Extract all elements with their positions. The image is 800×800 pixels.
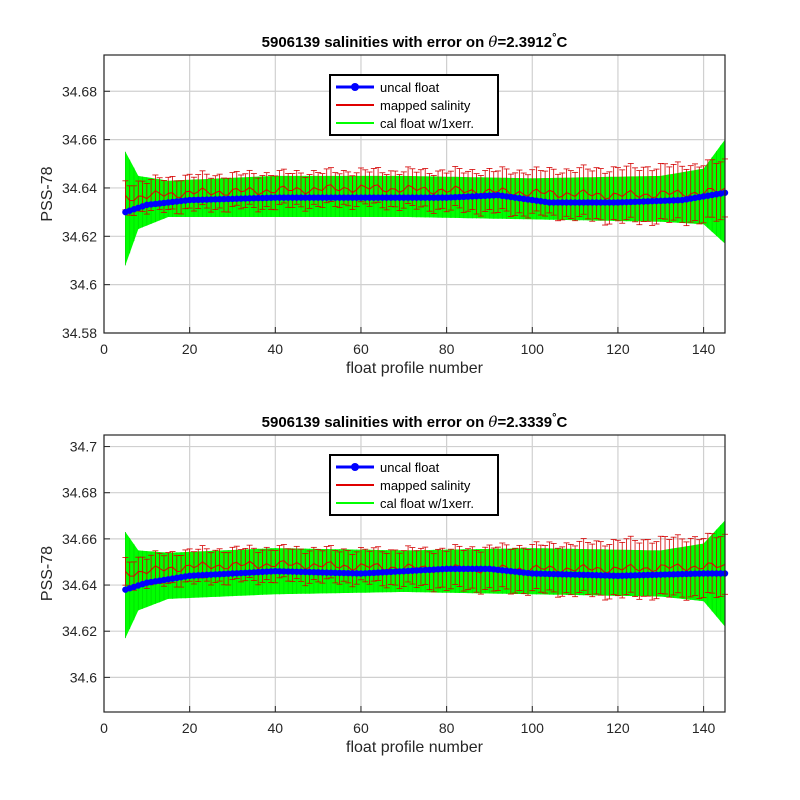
legend-marker [351, 83, 359, 91]
legend-label-3: cal float w/1xerr. [380, 116, 474, 131]
title-unit: C [557, 414, 568, 431]
x-tick-label: 140 [692, 720, 716, 736]
x-tick-label: 0 [100, 341, 108, 357]
title-text: 5906139 salinities with error on [262, 34, 489, 51]
legend-label-3: cal float w/1xerr. [380, 496, 474, 511]
x-tick-label: 60 [353, 720, 369, 736]
y-tick-label: 34.68 [62, 485, 97, 501]
x-tick-label: 100 [521, 341, 545, 357]
title-degree: ° [552, 412, 556, 424]
title-value: =2.3912 [497, 34, 552, 51]
legend-label-2: mapped salinity [380, 478, 471, 493]
x-tick-label: 120 [606, 720, 630, 736]
title-theta: θ [488, 413, 497, 431]
title-text: 5906139 salinities with error on [262, 414, 489, 431]
x-tick-label: 100 [521, 720, 545, 736]
x-tick-label: 80 [439, 720, 455, 736]
chart-title: 5906139 salinities with error on θ=2.333… [262, 412, 568, 431]
y-tick-label: 34.64 [62, 180, 97, 196]
y-tick-label: 34.6 [70, 669, 97, 685]
mapped-salinity-line [125, 560, 726, 577]
x-tick-label: 80 [439, 341, 455, 357]
title-unit: C [557, 34, 568, 51]
x-tick-label: 60 [353, 341, 369, 357]
legend-label-1: uncal float [380, 460, 440, 475]
legend-label-1: uncal float [380, 80, 440, 95]
y-axis-label: PSS-78 [39, 546, 56, 601]
legend-marker [351, 463, 359, 471]
x-tick-label: 120 [606, 341, 630, 357]
y-tick-label: 34.66 [62, 132, 97, 148]
x-tick-label: 140 [692, 341, 716, 357]
chart-panel-2: 0 20 40 60 80 100 120 140 34.6 34.62 34.64 34.66 34.… [39, 412, 729, 756]
chart-title: 5906139 salinities with error on θ=2.391… [262, 32, 568, 51]
y-tick-label: 34.7 [70, 439, 97, 455]
title-value: =2.3339 [497, 414, 552, 431]
x-axis-label: float profile number [346, 360, 484, 377]
legend-label-2: mapped salinity [380, 98, 471, 113]
mapped-salinity-line [125, 184, 726, 202]
y-tick-label: 34.58 [62, 325, 97, 341]
title-degree: ° [552, 32, 556, 44]
y-tick-label: 34.62 [62, 228, 97, 244]
x-tick-label: 20 [182, 720, 198, 736]
title-theta: θ [488, 33, 497, 51]
y-tick-label: 34.6 [70, 277, 97, 293]
axes-box [103, 54, 726, 334]
y-tick-label: 34.68 [62, 83, 97, 99]
x-axis-label: float profile number [346, 739, 484, 756]
chart-panel-1: 0 20 40 60 80 100 120 140 34.58 34.6 34.62 34.64 34.… [39, 32, 729, 377]
axes-box [103, 434, 726, 713]
y-tick-label: 34.62 [62, 623, 97, 639]
x-tick-label: 40 [268, 341, 284, 357]
y-tick-label: 34.64 [62, 577, 97, 593]
y-tick-label: 34.66 [62, 531, 97, 547]
x-tick-label: 0 [100, 720, 108, 736]
y-axis-label: PSS-78 [39, 166, 56, 221]
x-tick-label: 40 [268, 720, 284, 736]
x-tick-label: 20 [182, 341, 198, 357]
